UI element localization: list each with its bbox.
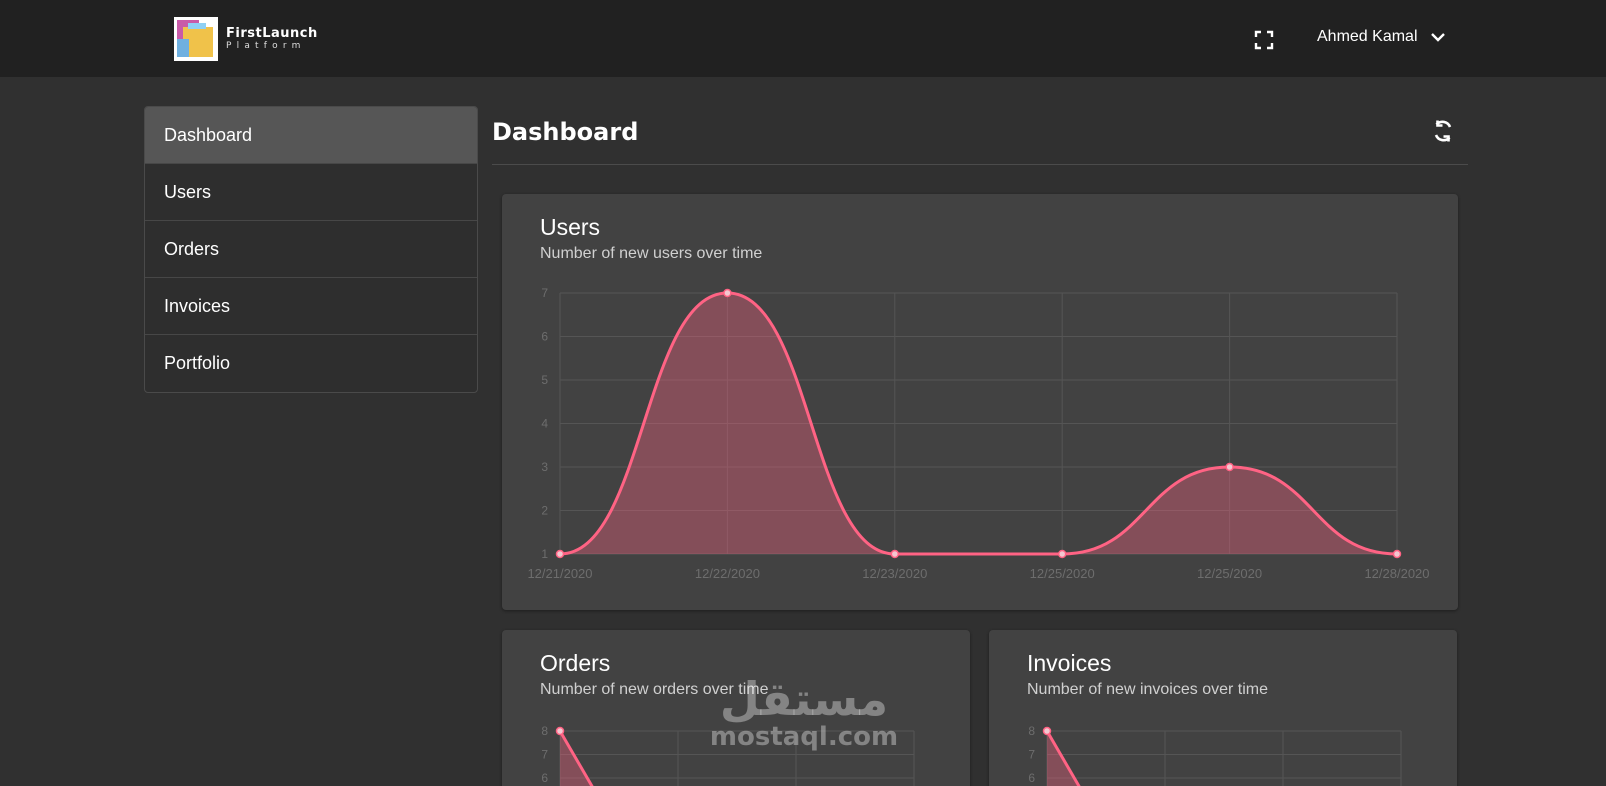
users-x-tick: 12/21/2020 [527,566,592,581]
users-card-subtitle: Number of new users over time [540,245,763,262]
orders-y-tick: 8 [541,724,548,738]
users-x-tick: 12/23/2020 [862,566,927,581]
invoices-y-tick: 7 [1028,748,1035,762]
sidebar-item-portfolio[interactable]: Portfolio [164,353,231,373]
users-y-tick: 6 [541,330,548,344]
invoices-series-line [1045,730,1081,786]
orders-series-line [558,730,594,786]
users-x-tick: 12/28/2020 [1364,566,1429,581]
users-x-tick: 12/22/2020 [695,566,760,581]
brand-line2: Platform [226,41,306,51]
users-y-tick: 3 [541,460,548,474]
brand-line1: FirstLaunch [226,26,318,41]
brand-logo[interactable]: FirstLaunch Platform [174,17,318,61]
orders-card-title: Orders [540,650,611,676]
fullscreen-icon[interactable] [1254,30,1274,50]
orders-y-tick: 6 [541,771,548,785]
users-y-tick: 2 [541,504,548,518]
users-x-tick: 12/25/2020 [1030,566,1095,581]
users-y-tick: 4 [541,417,548,431]
users-chart-card: Users Number of new users over time 1 2 3 4… [502,194,1458,610]
chevron-down-icon [1430,33,1445,42]
users-data-point [890,549,900,559]
user-menu-button[interactable]: Ahmed Kamal [1317,28,1446,46]
page-header: Dashboard [492,106,1468,165]
invoices-y-tick: 8 [1028,724,1035,738]
users-data-point [555,549,565,559]
brand-name: FirstLaunch Platform [226,27,318,51]
users-series-line [559,291,1398,556]
page-title: Dashboard [492,118,639,146]
users-area-fill [560,293,1397,554]
users-card-title: Users [540,214,601,240]
orders-card-subtitle: Number of new orders over time [540,681,769,698]
invoices-card-subtitle: Number of new invoices over time [1027,681,1268,698]
refresh-icon[interactable] [1430,118,1456,144]
sidebar-nav: Dashboard Users Orders Invoices Portfoli… [144,106,478,393]
invoices-chart: 6 7 8 [1028,724,1402,786]
orders-chart-card: Orders Number of new orders over time 6 7… [502,630,970,786]
sidebar-item-orders[interactable]: Orders [145,221,477,278]
users-data-point [1392,549,1402,559]
users-y-tick: 7 [541,286,548,300]
users-data-point [1225,462,1234,472]
orders-data-point [555,726,565,736]
users-y-tick: 1 [541,547,548,561]
users-data-point [1057,549,1067,559]
users-x-tick: 12/25/2020 [1197,566,1262,581]
sidebar-item-dashboard[interactable]: Dashboard [145,107,477,164]
invoices-data-point [1042,726,1052,736]
invoices-chart-card: Invoices Number of new invoices over tim… [989,630,1457,786]
orders-y-tick: 7 [541,748,548,762]
users-y-tick: 5 [541,373,548,387]
orders-chart: 6 7 8 [541,724,915,786]
users-data-point [723,288,732,298]
top-bar: FirstLaunch Platform Ahmed Kamal [0,0,1606,77]
sidebar-item-invoices[interactable]: Invoices [145,278,477,335]
user-name: Ahmed Kamal [1317,28,1418,45]
invoices-card-title: Invoices [1027,650,1112,676]
sidebar-item-users[interactable]: Users [145,164,477,221]
logo-icon [174,17,218,61]
users-chart: 1 2 3 4 5 6 7 12/21/2020 12/22/2020 12/23/2020 12/… [527,286,1429,581]
invoices-y-tick: 6 [1028,771,1035,785]
